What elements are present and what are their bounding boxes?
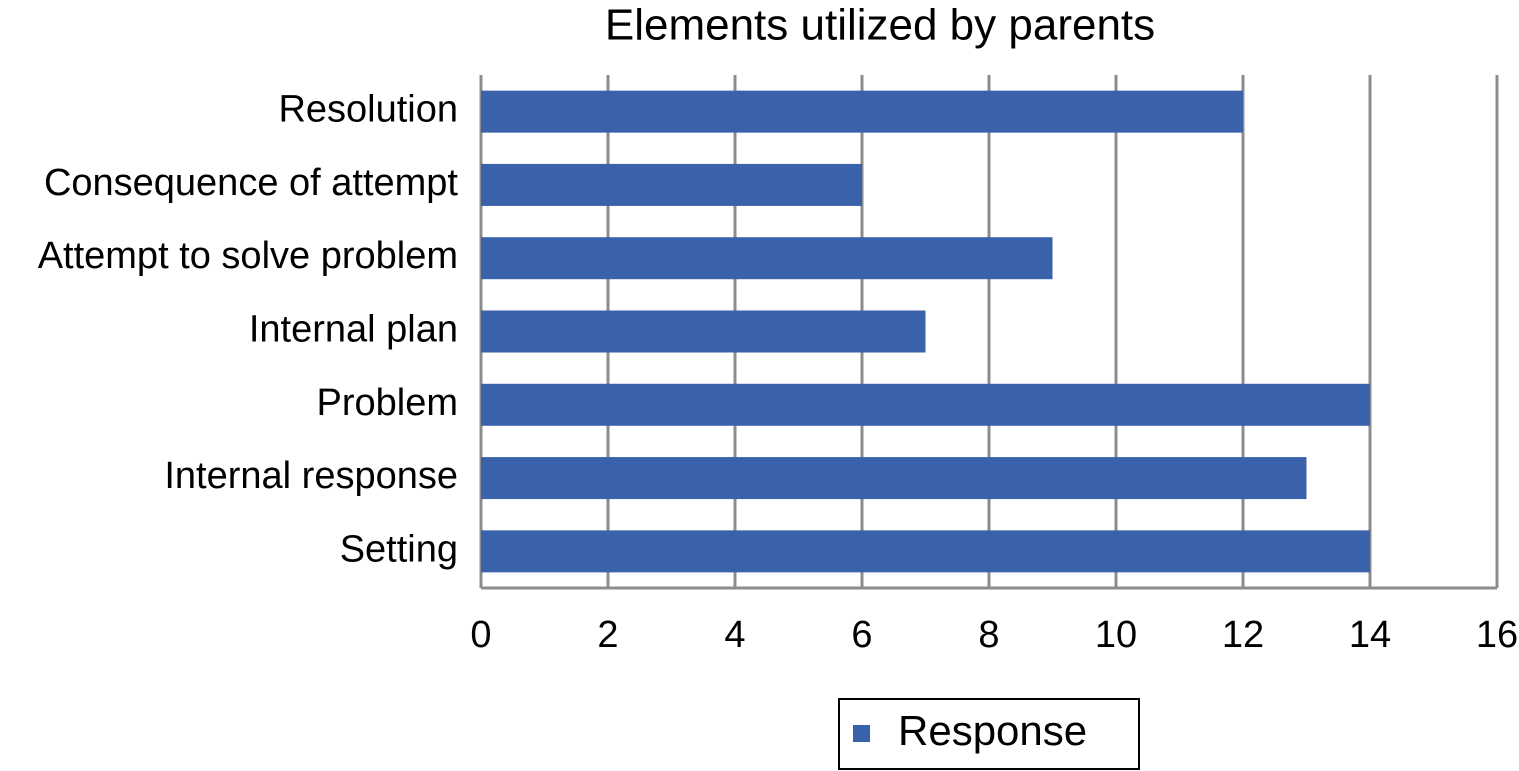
chart-title: Elements utilized by parents bbox=[605, 1, 1155, 50]
y-tick-label: Attempt to solve problem bbox=[38, 235, 458, 277]
bar bbox=[481, 310, 926, 353]
bar bbox=[481, 163, 862, 206]
y-tick-label: Problem bbox=[317, 382, 459, 424]
bar bbox=[481, 457, 1307, 500]
x-tick-label: 16 bbox=[1476, 614, 1518, 656]
legend-swatch bbox=[853, 725, 870, 742]
bar bbox=[481, 237, 1053, 280]
y-tick-label: Internal plan bbox=[249, 309, 458, 351]
y-tick-label: Setting bbox=[340, 528, 458, 570]
y-tick-label: Resolution bbox=[278, 89, 458, 131]
x-tick-label: 4 bbox=[724, 614, 745, 656]
legend-label: Response bbox=[898, 707, 1087, 754]
x-tick-label: 12 bbox=[1222, 614, 1264, 656]
x-tick-label: 6 bbox=[851, 614, 872, 656]
bar bbox=[481, 530, 1370, 573]
x-tick-label: 8 bbox=[978, 614, 999, 656]
bar bbox=[481, 90, 1243, 133]
y-tick-label: Consequence of attempt bbox=[44, 162, 458, 204]
y-tick-label: Internal response bbox=[164, 455, 458, 497]
x-tick-label: 0 bbox=[470, 614, 491, 656]
bar bbox=[481, 383, 1370, 426]
x-tick-label: 10 bbox=[1095, 614, 1137, 656]
legend-box bbox=[838, 698, 1140, 770]
x-tick-label: 2 bbox=[597, 614, 618, 656]
x-tick-label: 14 bbox=[1349, 614, 1391, 656]
